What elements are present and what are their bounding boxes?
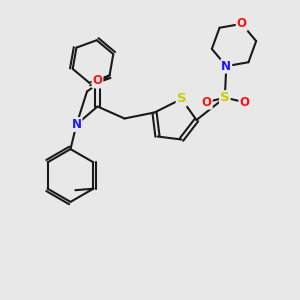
Text: O: O bbox=[237, 17, 247, 30]
Text: N: N bbox=[71, 118, 82, 131]
Text: O: O bbox=[92, 74, 103, 88]
Text: S: S bbox=[177, 92, 186, 106]
Text: O: O bbox=[239, 96, 249, 109]
Text: N: N bbox=[221, 60, 231, 73]
Text: O: O bbox=[202, 96, 212, 109]
Text: S: S bbox=[220, 91, 230, 104]
